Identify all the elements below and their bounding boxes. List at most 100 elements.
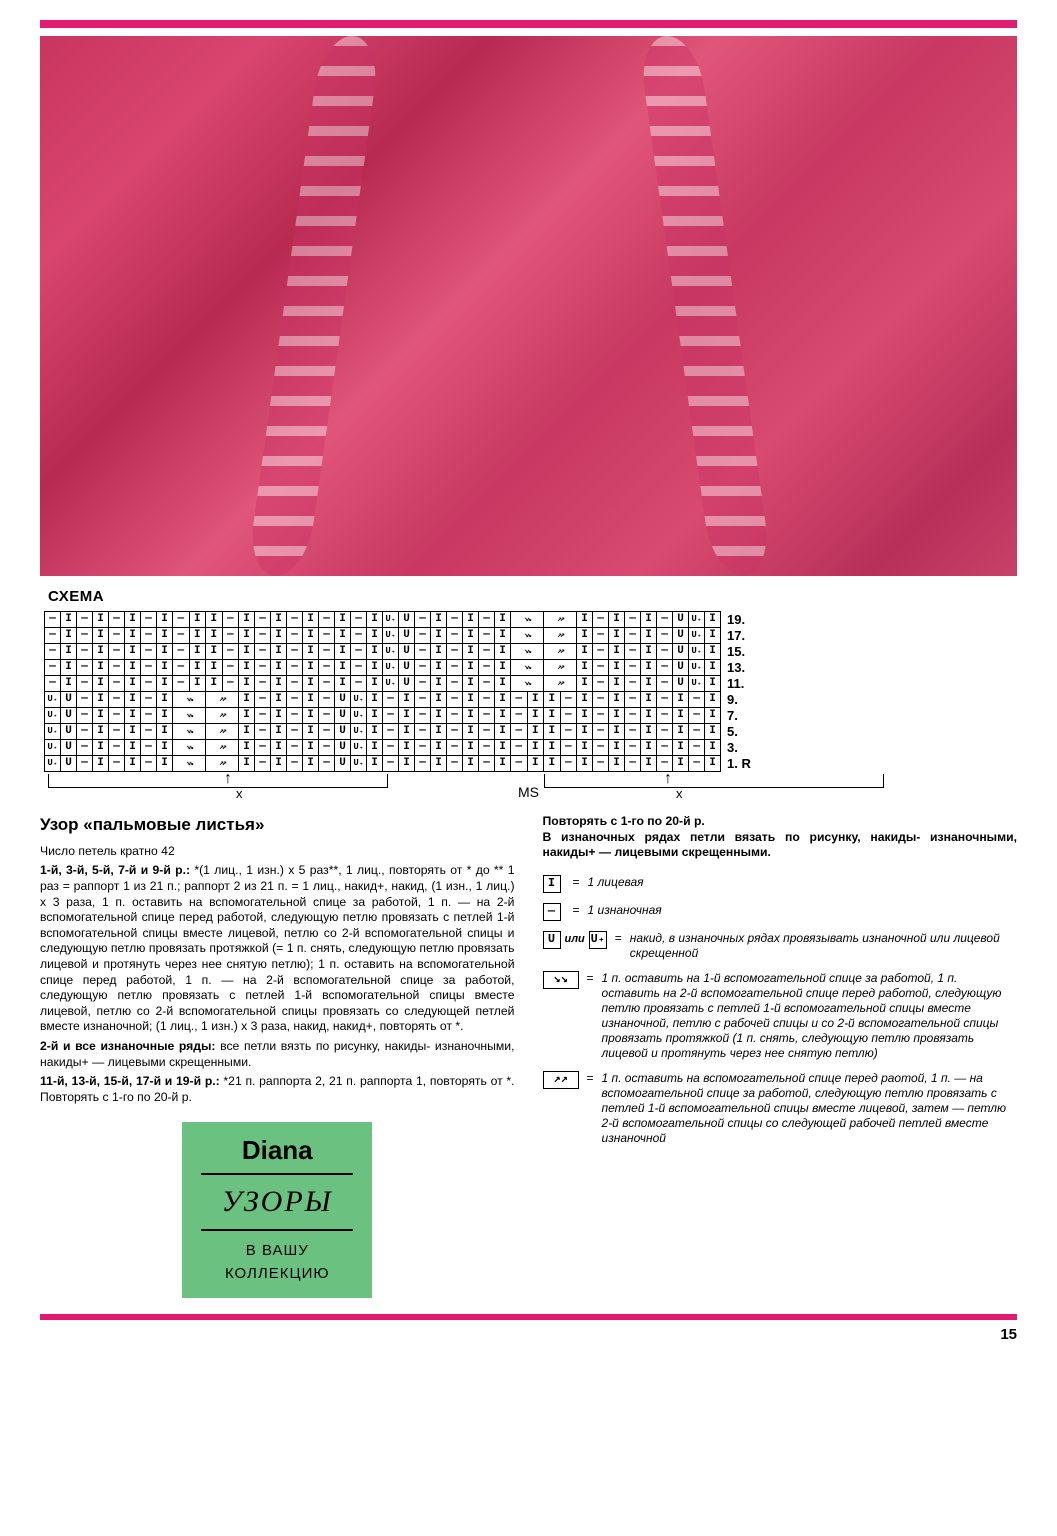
chart-cell	[141, 724, 157, 740]
chart-cell	[125, 692, 141, 708]
chart-cell	[61, 708, 77, 724]
chart-cell	[141, 660, 157, 676]
chart-cell	[673, 676, 689, 692]
chart-cell	[479, 644, 495, 660]
chart-cell	[351, 756, 367, 772]
chart-cell	[319, 644, 335, 660]
chart-cell	[222, 644, 239, 660]
chart-cell	[239, 708, 255, 724]
chart-cell	[77, 708, 93, 724]
legend-row: ↗↗ = 1 п. оставить на вспомогательной сп…	[543, 1071, 1018, 1146]
chart-cell	[335, 676, 351, 692]
chart-cell	[705, 612, 721, 628]
chart-cell	[255, 708, 271, 724]
chart-cell	[61, 692, 77, 708]
chart-cell	[447, 676, 463, 692]
chart-cell	[511, 612, 544, 628]
chart-cell	[319, 756, 335, 772]
legend-text: 1 изнаночная	[588, 903, 1017, 918]
chart-cell	[93, 676, 109, 692]
chart-cell	[577, 708, 593, 724]
chart-cell	[431, 676, 447, 692]
diana-line3: В ВАШУ	[246, 1231, 309, 1264]
chart-cell	[657, 644, 673, 660]
chart-cell	[415, 612, 431, 628]
chart-cell	[335, 660, 351, 676]
chart-cell	[206, 644, 223, 660]
chart-cell	[125, 724, 141, 740]
chart-cell	[463, 756, 479, 772]
chart-cell	[593, 708, 609, 724]
chart-cell	[463, 628, 479, 644]
chart-cell	[560, 692, 577, 708]
chart-cell	[239, 692, 255, 708]
chart-cell	[577, 740, 593, 756]
chart-cell	[45, 692, 61, 708]
chart-cell	[157, 660, 173, 676]
chart-cell	[61, 676, 77, 692]
chart-cell	[335, 708, 351, 724]
chart-cell	[399, 692, 415, 708]
chart-cell	[527, 740, 544, 756]
chart-cell	[431, 724, 447, 740]
chart-cell	[625, 692, 641, 708]
chart-cell	[479, 724, 495, 740]
chart-cell	[511, 708, 528, 724]
chart-cell	[173, 740, 206, 756]
chart-cell	[109, 740, 125, 756]
chart-cell	[303, 708, 319, 724]
chart-cell	[673, 724, 689, 740]
chart-cell	[125, 676, 141, 692]
page-number: 15	[40, 1326, 1017, 1343]
chart-cell	[206, 660, 223, 676]
chart-cell	[77, 676, 93, 692]
chart-cell	[479, 676, 495, 692]
chart-cell	[447, 660, 463, 676]
chart-cell	[61, 740, 77, 756]
chart-cell	[705, 756, 721, 772]
chart-cell	[383, 660, 399, 676]
chart-cell	[673, 628, 689, 644]
chart-cell	[351, 628, 367, 644]
chart-cell	[239, 724, 255, 740]
chart-cell	[157, 644, 173, 660]
knitting-chart: 19.17.15.13.11.9.7.5.3.1. R	[44, 611, 755, 772]
chart-cell	[383, 724, 399, 740]
chart-cell	[141, 628, 157, 644]
knitting-photo	[40, 36, 1017, 576]
chart-cell	[303, 612, 319, 628]
chart-cell	[287, 756, 303, 772]
chart-cell	[383, 628, 399, 644]
chart-cell	[447, 708, 463, 724]
chart-cell	[287, 612, 303, 628]
chart-cell	[255, 660, 271, 676]
chart-cell	[189, 644, 206, 660]
chart-cell	[93, 740, 109, 756]
chart-cell	[383, 612, 399, 628]
chart-cell	[399, 644, 415, 660]
chart-cell	[61, 628, 77, 644]
chart-cell	[479, 612, 495, 628]
chart-cell	[319, 660, 335, 676]
chart-row-label: 3.	[721, 740, 755, 756]
chart-cell	[577, 660, 593, 676]
chart-cell	[609, 708, 625, 724]
chart-cell	[351, 612, 367, 628]
chart-cell	[625, 724, 641, 740]
bottom-accent-bar	[40, 1314, 1017, 1320]
chart-cell	[527, 692, 544, 708]
chart-cell	[463, 660, 479, 676]
chart-cell	[45, 644, 61, 660]
chart-cell	[625, 740, 641, 756]
chart-cell	[271, 756, 287, 772]
chart-cell	[287, 724, 303, 740]
chart-cell	[157, 708, 173, 724]
chart-cell	[351, 644, 367, 660]
chart-cell	[239, 676, 255, 692]
chart-cell	[125, 628, 141, 644]
chart-cell	[495, 724, 511, 740]
chart-cell	[431, 692, 447, 708]
pattern-title: Узор «пальмовые листья»	[40, 814, 515, 836]
chart-cell	[447, 692, 463, 708]
chart-cell	[527, 708, 544, 724]
